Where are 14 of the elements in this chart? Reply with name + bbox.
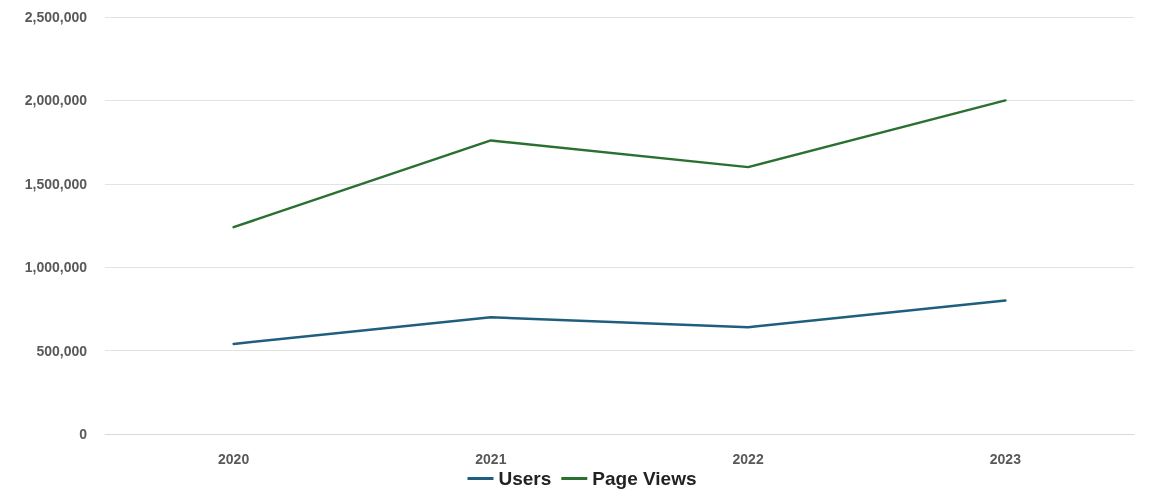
x-tick-label: 2020 [218, 451, 250, 467]
y-tick-label: 2,000,000 [24, 92, 88, 109]
legend-label: Users [498, 468, 552, 489]
x-tick-label: 2021 [475, 451, 507, 467]
y-tick-label: 1,000,000 [24, 259, 88, 276]
y-tick-label: 1,500,000 [24, 175, 88, 192]
legend-label: Page Views [592, 468, 697, 489]
y-tick-label: 0 [79, 426, 88, 442]
line-series [232, 99, 1007, 229]
y-tick-label: 2,500,000 [24, 9, 88, 25]
x-tick-label: 2023 [989, 451, 1022, 467]
x-tick-label: 2022 [732, 451, 764, 467]
y-tick-label: 500,000 [36, 342, 88, 359]
line-series [232, 299, 1007, 346]
